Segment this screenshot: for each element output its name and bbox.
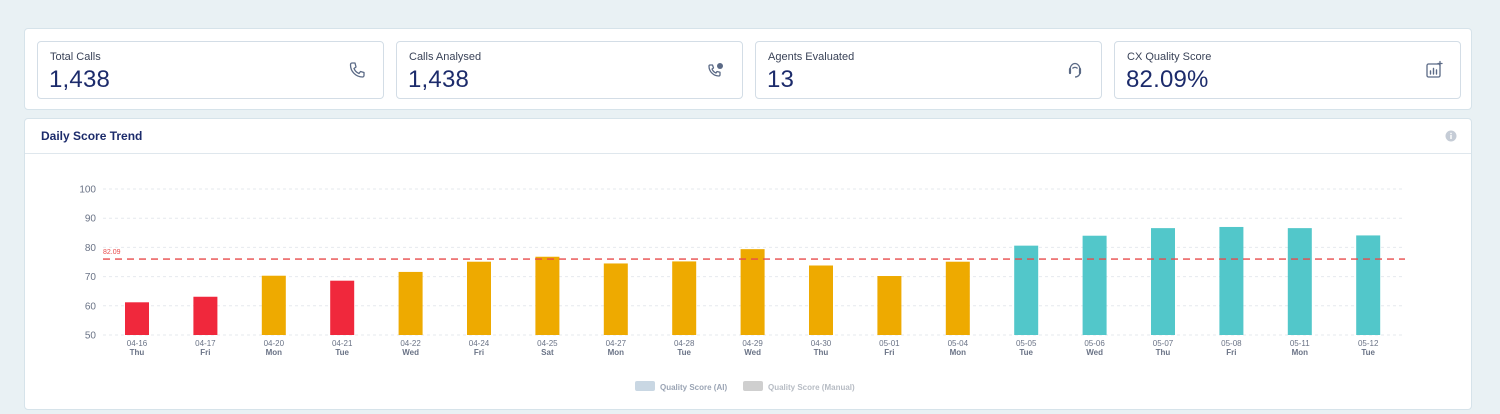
bar <box>1219 226 1244 335</box>
x-tick-weekday: Tue <box>1361 348 1375 357</box>
stat-card-calls-analysed[interactable]: Calls Analysed 1,438 <box>396 41 743 99</box>
y-tick-label: 70 <box>85 272 97 283</box>
stat-value: 1,438 <box>49 66 111 93</box>
stat-label: Agents Evaluated <box>768 51 855 63</box>
x-tick-label: 04-28 <box>674 339 695 348</box>
legend-swatch <box>635 381 655 391</box>
y-tick-label: 50 <box>85 331 97 342</box>
bar <box>1082 235 1107 335</box>
agent-headset-icon <box>1068 62 1082 78</box>
y-tick-label: 90 <box>85 214 97 225</box>
stat-card-agents-evaluated[interactable]: Agents Evaluated 13 <box>755 41 1102 99</box>
x-tick-weekday: Tue <box>335 348 349 357</box>
phone-analysis-icon <box>708 63 723 77</box>
x-tick-weekday: Fri <box>200 348 210 357</box>
x-tick-weekday: Mon <box>950 348 967 357</box>
bar <box>261 275 286 335</box>
x-tick-label: 05-12 <box>1358 339 1379 348</box>
x-tick-weekday: Wed <box>1086 348 1103 357</box>
x-tick-weekday: Tue <box>1019 348 1033 357</box>
legend-label: Quality Score (Manual) <box>768 383 855 392</box>
x-tick-weekday: Wed <box>402 348 419 357</box>
bar <box>193 296 218 335</box>
x-tick-label: 04-21 <box>332 339 353 348</box>
x-tick-weekday: Wed <box>744 348 761 357</box>
stat-label: Total Calls <box>50 51 101 63</box>
x-tick-weekday: Thu <box>814 348 829 357</box>
stat-label: CX Quality Score <box>1127 51 1212 63</box>
x-tick-label: 04-25 <box>537 339 558 348</box>
bar <box>809 265 833 335</box>
y-tick-label: 100 <box>79 185 96 196</box>
stats-panel: Total Calls 1,438 Calls Analysed 1,438 A… <box>24 28 1472 110</box>
x-tick-label: 04-16 <box>127 339 148 348</box>
legend-swatch <box>743 381 763 391</box>
stat-value: 82.09% <box>1126 66 1209 93</box>
x-tick-label: 05-11 <box>1290 339 1310 348</box>
bar <box>398 271 423 335</box>
x-tick-weekday: Fri <box>1226 348 1236 357</box>
x-tick-weekday: Mon <box>1292 348 1309 357</box>
x-tick-label: 05-01 <box>879 339 900 348</box>
bar <box>1014 245 1039 335</box>
bar <box>672 261 697 335</box>
bar <box>330 280 355 335</box>
bar <box>740 249 765 335</box>
bar <box>1151 228 1175 335</box>
chart-sparkle-icon <box>1426 60 1443 78</box>
x-tick-weekday: Fri <box>474 348 484 357</box>
stat-label: Calls Analysed <box>409 51 482 63</box>
x-tick-weekday: Thu <box>130 348 145 357</box>
x-tick-weekday: Mon <box>608 348 625 357</box>
phone-icon <box>349 62 365 78</box>
bar <box>1356 235 1381 335</box>
bar <box>603 263 628 335</box>
x-tick-weekday: Sat <box>541 348 554 357</box>
x-tick-label: 04-27 <box>606 339 627 348</box>
bar <box>535 256 560 335</box>
stat-value: 13 <box>767 66 795 93</box>
daily-score-trend-panel: Daily Score Trend 50 60 70 80 90 100 04-16 Thu 0… <box>24 118 1472 410</box>
bar <box>125 302 149 335</box>
stat-card-cx-quality-score[interactable]: CX Quality Score 82.09% <box>1114 41 1461 99</box>
x-tick-weekday: Mon <box>266 348 283 357</box>
x-tick-label: 04-29 <box>742 339 763 348</box>
bar <box>945 261 970 335</box>
x-tick-weekday: Tue <box>677 348 691 357</box>
x-tick-label: 05-04 <box>948 339 969 348</box>
x-tick-label: 05-08 <box>1221 339 1242 348</box>
daily-score-trend-chart: 506070809010004-16Thu04-17Fri04-20Mon04-… <box>79 185 1405 392</box>
x-tick-label: 04-17 <box>195 339 216 348</box>
stat-card-total-calls[interactable]: Total Calls 1,438 <box>37 41 384 99</box>
x-tick-weekday: Thu <box>1156 348 1171 357</box>
bar <box>877 276 902 335</box>
x-tick-weekday: Fri <box>884 348 894 357</box>
y-tick-label: 60 <box>85 301 97 312</box>
y-tick-label: 80 <box>85 243 97 254</box>
x-tick-label: 05-05 <box>1016 339 1037 348</box>
bar <box>467 261 491 335</box>
x-tick-label: 04-30 <box>811 339 832 348</box>
chart-header: Daily Score Trend <box>25 119 1471 154</box>
x-tick-label: 05-06 <box>1084 339 1105 348</box>
info-icon[interactable] <box>1445 130 1457 142</box>
legend-label: Quality Score (AI) <box>660 383 727 392</box>
x-tick-label: 04-24 <box>469 339 490 348</box>
reference-line-label: 82.09 <box>103 249 121 256</box>
x-tick-label: 05-07 <box>1153 339 1174 348</box>
bar <box>1287 228 1312 335</box>
chart-title: Daily Score Trend <box>41 129 143 143</box>
x-tick-label: 04-20 <box>264 339 285 348</box>
stat-value: 1,438 <box>408 66 470 93</box>
x-tick-label: 04-22 <box>400 339 421 348</box>
